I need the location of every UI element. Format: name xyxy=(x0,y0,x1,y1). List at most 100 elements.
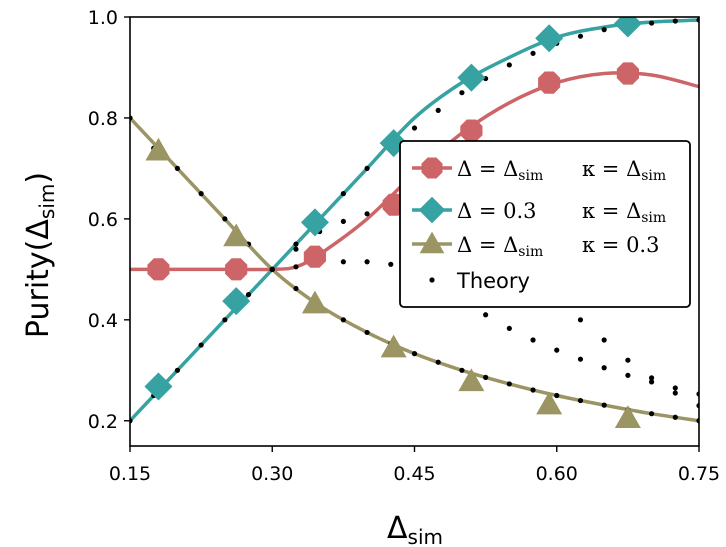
theory-point xyxy=(506,381,512,387)
series-delta-0.3-kappa-sim-marker xyxy=(222,287,251,316)
x-tick-label: 0.45 xyxy=(393,463,435,485)
x-tick-label: 0.60 xyxy=(536,463,578,485)
theory-point xyxy=(364,329,370,336)
theory-point xyxy=(435,359,441,365)
theory-point xyxy=(625,372,631,378)
x-axis-label: Δsim xyxy=(387,511,443,547)
series-delta-sim-kappa-0.3-marker xyxy=(458,368,485,392)
theory-point xyxy=(672,414,678,420)
series-delta-sim-kappa-sim-marker xyxy=(538,71,561,94)
theory-point xyxy=(222,216,228,222)
theory-point xyxy=(601,337,607,343)
legend-label-theory: Theory xyxy=(456,269,530,293)
y-tick-label: 1.0 xyxy=(88,7,118,29)
theory-point xyxy=(245,291,252,298)
theory-point xyxy=(672,18,678,24)
theory-point xyxy=(340,191,346,197)
x-tick-label: 0.30 xyxy=(251,463,293,485)
theory-point xyxy=(198,342,204,348)
theory-point xyxy=(601,402,607,408)
theory-point xyxy=(364,211,370,217)
legend-marker xyxy=(429,277,435,283)
theory-point xyxy=(648,411,655,417)
theory-point xyxy=(483,374,489,380)
theory-point xyxy=(506,325,512,332)
series-delta-sim-kappa-sim-marker xyxy=(616,62,639,85)
series-delta-sim-kappa-0.3-marker xyxy=(536,391,563,415)
theory-point xyxy=(174,165,181,172)
series-delta-0.3-kappa-sim-marker xyxy=(457,63,486,92)
x-tick-label: 0.75 xyxy=(678,463,720,485)
legend-marker xyxy=(418,196,446,224)
y-tick-label: 0.8 xyxy=(88,108,118,130)
theory-point xyxy=(530,337,536,343)
y-tick-label: 0.4 xyxy=(88,310,118,332)
theory-point xyxy=(601,27,607,33)
theory-point xyxy=(459,90,465,96)
plot-area xyxy=(130,17,699,428)
theory-point xyxy=(530,387,536,393)
theory-point xyxy=(293,264,299,270)
theory-point xyxy=(293,285,299,292)
theory-point xyxy=(648,20,655,26)
theory-point xyxy=(411,351,418,357)
theory-point xyxy=(198,191,204,197)
theory-point xyxy=(269,266,275,272)
theory-point xyxy=(554,392,560,399)
y-axis-label: Purity(Δsim) xyxy=(21,172,59,338)
theory-point xyxy=(174,367,181,373)
legend-marker xyxy=(419,231,445,254)
legend-label-delta: Δ = Δsim xyxy=(457,233,543,260)
y-tick-label: 0.2 xyxy=(88,411,118,433)
theory-point xyxy=(530,50,536,56)
series-delta-sim-kappa-0.3-marker xyxy=(223,223,250,247)
theory-point xyxy=(293,246,299,252)
series-delta-sim-kappa-0.3-marker xyxy=(614,405,641,428)
theory-point xyxy=(648,375,655,381)
series-delta-0.3-kappa-sim-marker xyxy=(535,24,564,53)
theory-point xyxy=(577,397,584,404)
theory-point xyxy=(435,107,441,113)
series-delta-sim-kappa-0.3-marker xyxy=(145,137,172,161)
theory-point xyxy=(483,312,489,318)
theory-point xyxy=(648,379,655,385)
series-delta-sim-kappa-sim-marker xyxy=(303,245,326,268)
theory-point xyxy=(340,317,346,323)
theory-point xyxy=(506,62,512,68)
theory-point xyxy=(340,218,346,225)
theory-point xyxy=(459,367,465,373)
series-delta-sim-kappa-sim-marker xyxy=(147,258,170,281)
theory-point xyxy=(577,356,584,362)
legend-label-kappa: κ = Δsim xyxy=(582,199,666,226)
theory-point xyxy=(625,357,631,363)
series-delta-sim-kappa-sim-marker xyxy=(225,258,248,281)
theory-point xyxy=(340,259,346,265)
svg-text:Purity(Δsim): Purity(Δsim) xyxy=(21,172,59,338)
series-delta-0.3-kappa-sim-marker xyxy=(613,17,642,38)
legend-marker xyxy=(421,157,443,179)
theory-point xyxy=(293,241,299,247)
y-tick-label: 0.6 xyxy=(88,209,118,231)
legend-label-kappa: κ = 0.3 xyxy=(582,233,659,257)
theory-point xyxy=(554,347,560,353)
series-layer xyxy=(130,17,699,428)
legend-frame xyxy=(399,140,691,308)
theory-point xyxy=(364,165,370,172)
theory-point xyxy=(672,390,678,396)
series-delta-0.3-kappa-sim-marker xyxy=(300,208,329,237)
theory-point xyxy=(364,259,370,265)
theory-point xyxy=(577,317,584,323)
series-delta-sim-kappa-0.3-marker xyxy=(301,290,328,314)
series-delta-sim-kappa-sim-marker xyxy=(460,119,483,142)
theory-point xyxy=(601,365,607,371)
theory-point xyxy=(672,385,678,391)
theory-point xyxy=(577,33,584,39)
theory-point xyxy=(411,125,418,131)
theory-point xyxy=(388,261,394,267)
legend-label-delta: Δ = 0.3 xyxy=(457,199,537,223)
x-tick-label: 0.15 xyxy=(109,463,151,485)
theory-point xyxy=(222,317,228,323)
axis-ticks: 0.15 0.30 0.45 0.60 0.75 0.2 0.4 0.6 0.8 1.0 xyxy=(88,7,720,485)
